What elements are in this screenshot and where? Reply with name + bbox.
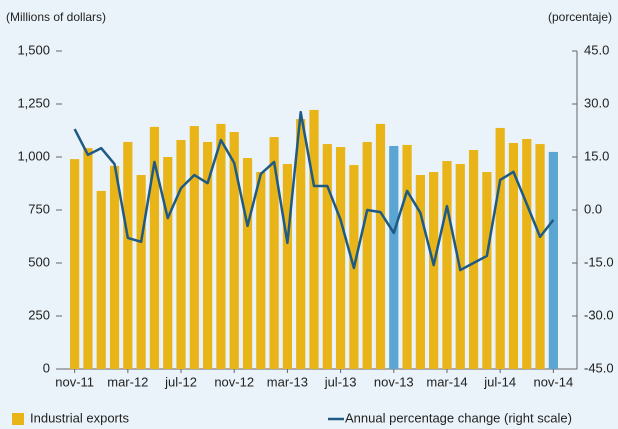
bar	[229, 131, 239, 369]
bar	[495, 127, 505, 370]
bar	[149, 126, 160, 370]
x-tick-label: jul-13	[324, 374, 357, 389]
bar	[442, 161, 452, 369]
bar	[123, 141, 133, 369]
x-tick-label: mar-13	[267, 374, 308, 389]
y2-tick-label: -15.0	[584, 254, 614, 269]
y-axis-label: (Millions of dollars)	[6, 10, 106, 24]
bar	[176, 140, 186, 369]
bar	[189, 126, 199, 369]
bar	[242, 158, 253, 369]
y-tick-label: 500	[28, 254, 50, 269]
bar	[508, 143, 519, 369]
y2-tick-label: -30.0	[584, 307, 614, 322]
bar	[548, 151, 558, 369]
bar	[296, 119, 306, 369]
bar	[216, 123, 226, 369]
bar	[136, 175, 146, 369]
bar	[429, 172, 439, 369]
y-tick-label: 1,250	[17, 95, 50, 110]
y2-tick-label: 0.0	[584, 201, 602, 216]
legend-label: Industrial exports	[30, 410, 129, 425]
line	[73, 110, 555, 272]
x-tick-label: mar-12	[107, 374, 148, 389]
x-tick-label: jul-14	[483, 374, 516, 389]
bar	[389, 145, 399, 369]
bar	[269, 137, 279, 369]
bar	[535, 144, 545, 369]
y-tick-label: 250	[28, 307, 50, 322]
bar	[322, 144, 332, 369]
bar	[96, 190, 106, 369]
bar	[402, 144, 412, 369]
bar	[522, 138, 532, 369]
bar	[70, 159, 80, 369]
y2-tick-label: -45.0	[584, 360, 614, 375]
bar	[282, 163, 293, 369]
bar	[83, 148, 93, 369]
y2-tick-label: 45.0	[584, 42, 609, 57]
bar	[163, 157, 173, 369]
bar	[362, 141, 372, 369]
y2-tick-label: 15.0	[584, 148, 609, 163]
y-tick-label: 750	[28, 201, 50, 216]
x-tick-label: nov-11	[55, 374, 94, 389]
legend-label: Annual percentage change (right scale)	[345, 410, 572, 425]
bar	[482, 172, 492, 369]
bar	[415, 175, 425, 369]
y-tick-label: 1,500	[17, 42, 50, 57]
bar	[375, 123, 386, 369]
bar	[256, 172, 266, 369]
x-tick-label: nov-13	[374, 374, 414, 389]
y-tick-label: 1,000	[17, 148, 50, 163]
y2-tick-label: 30.0	[584, 95, 609, 110]
x-tick-label: mar-14	[426, 374, 467, 389]
x-tick-label: jul-12	[164, 374, 197, 389]
bar	[468, 150, 479, 369]
x-tick-label: nov-14	[533, 374, 573, 389]
legend-swatch	[12, 413, 24, 425]
bar	[309, 109, 319, 369]
bar	[335, 147, 346, 369]
x-tick-label: nov-12	[214, 374, 254, 389]
y2-axis-label: (porcentaje)	[548, 10, 612, 24]
bar	[203, 141, 213, 369]
y-tick-label: 0	[43, 360, 50, 375]
bar	[109, 165, 120, 369]
